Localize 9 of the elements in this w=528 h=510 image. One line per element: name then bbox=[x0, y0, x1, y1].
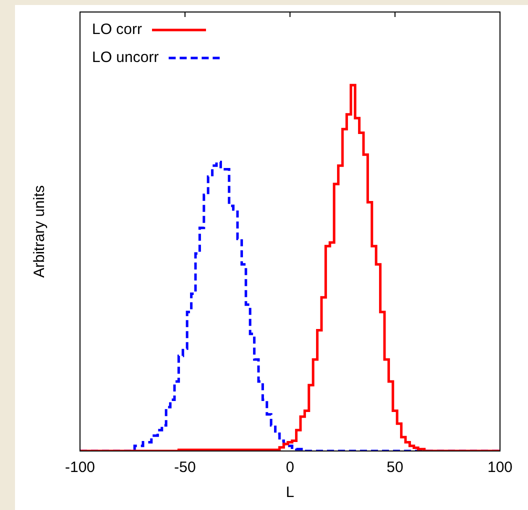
y-axis-title: Arbitrary units bbox=[31, 185, 48, 278]
legend-label: LO corr bbox=[92, 21, 142, 38]
x-tick-label: 100 bbox=[487, 459, 513, 476]
x-tick-label: 50 bbox=[386, 459, 404, 476]
x-tick-label: 0 bbox=[286, 459, 294, 476]
x-tick-label: -50 bbox=[174, 459, 196, 476]
x-axis-title: L bbox=[286, 484, 294, 502]
x-tick-label: -100 bbox=[64, 459, 96, 476]
legend-label: LO uncorr bbox=[92, 49, 159, 66]
